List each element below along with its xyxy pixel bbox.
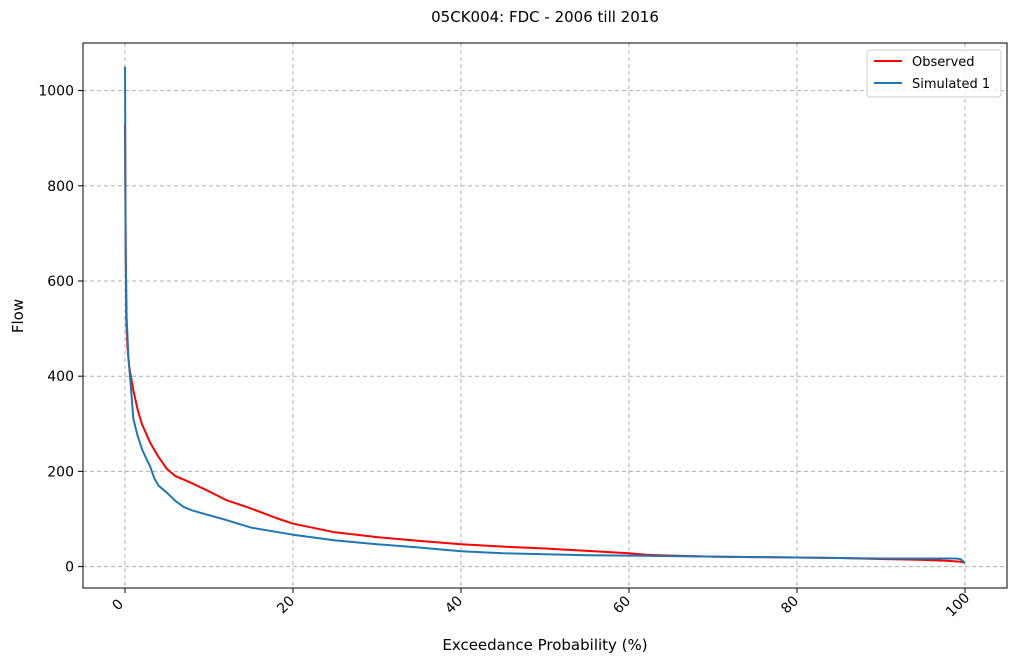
x-tick-label: 40 (442, 593, 466, 617)
legend-observed-label: Observed (912, 55, 975, 70)
y-tick-label: 200 (47, 464, 74, 480)
y-tick-label: 400 (47, 369, 74, 385)
y-axis-label: Flow (9, 299, 27, 333)
y-tick-label: 800 (47, 179, 74, 195)
chart-title: 05CK004: FDC - 2006 till 2016 (431, 8, 659, 26)
x-tick-label: 0 (109, 596, 127, 614)
simulated-line (124, 66, 966, 564)
y-tick-label: 0 (65, 560, 74, 576)
observed-line (124, 123, 966, 564)
x-tick-label: 60 (610, 593, 634, 617)
legend-simulated-label: Simulated 1 (912, 77, 990, 92)
series-lines (124, 66, 966, 564)
y-tick-label: 1000 (38, 84, 74, 100)
x-axis-label: Exceedance Probability (%) (442, 636, 647, 654)
x-tick-label: 100 (943, 590, 973, 620)
x-tick-label: 20 (274, 593, 298, 617)
x-tick-label: 80 (778, 593, 802, 617)
y-axis-ticks: 0 200 400 600 800 1000 (38, 84, 83, 576)
y-tick-label: 600 (47, 274, 74, 290)
grid (83, 43, 1007, 588)
plot-frame (82, 42, 1008, 589)
x-axis-ticks: 0 20 40 60 80 100 (109, 588, 973, 620)
legend: Observed Simulated 1 (866, 49, 1002, 98)
